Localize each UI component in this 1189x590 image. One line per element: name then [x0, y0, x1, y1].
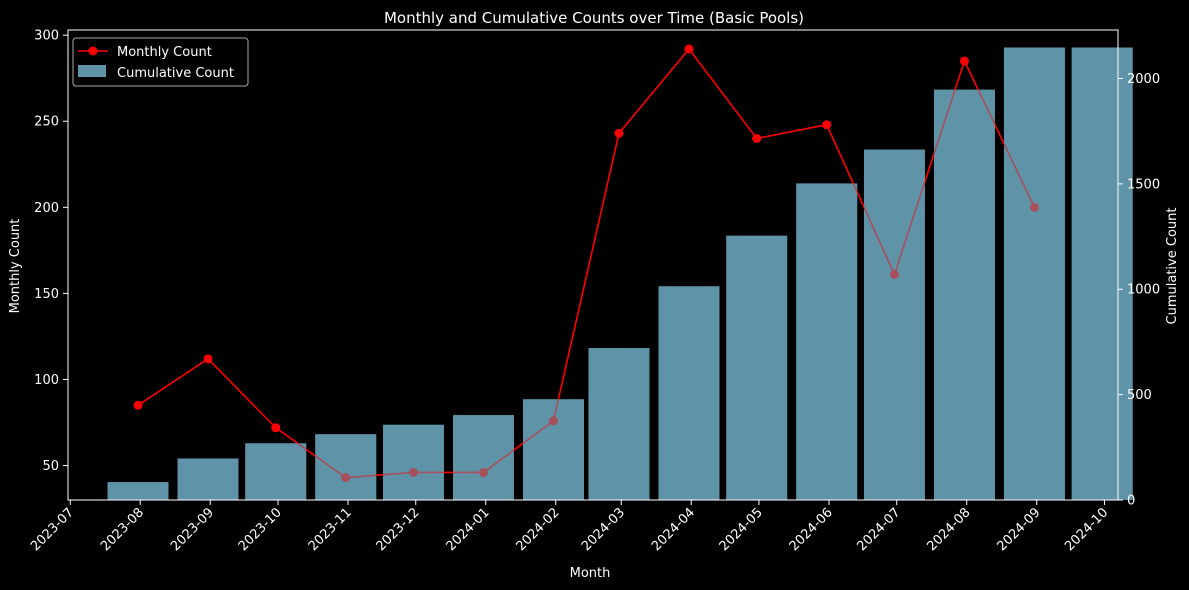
y-left-tick-label: 250 — [34, 115, 59, 130]
x-tick-label: 2024-08 — [925, 505, 974, 554]
x-tick-label: 2023-12 — [374, 505, 423, 554]
x-tick-label: 2024-07 — [855, 505, 904, 554]
cumulative-bar-overlay — [796, 183, 858, 500]
x-tick-label: 2024-02 — [514, 505, 563, 554]
line-series — [107, 44, 1133, 500]
x-tick-label: 2024-04 — [649, 505, 698, 554]
x-tick-label: 2023-11 — [306, 505, 355, 554]
y-left-tick-label: 50 — [42, 459, 59, 474]
cumulative-bar-overlay — [588, 348, 650, 500]
bar-overlay — [107, 47, 1133, 500]
legend-label-cumulative: Cumulative Count — [117, 66, 234, 81]
monthly-count-point — [752, 133, 762, 143]
monthly-count-point — [271, 423, 281, 433]
y-left-axis-label: Monthly Count — [8, 219, 23, 314]
legend-label-monthly: Monthly Count — [117, 45, 212, 60]
legend: Monthly Count Cumulative Count — [72, 37, 249, 87]
chart-title: Monthly and Cumulative Counts over Time … — [384, 9, 804, 27]
cumulative-bar-overlay — [658, 286, 720, 500]
legend-frame — [72, 37, 249, 87]
cumulative-bar-overlay — [726, 235, 788, 500]
cumulative-bar-overlay — [245, 443, 307, 500]
legend-marker-swatch — [88, 46, 98, 56]
x-tick-label: 2023-09 — [168, 505, 217, 554]
x-tick-label: 2023-10 — [236, 505, 285, 554]
y-right-axis-label: Cumulative Count — [1165, 208, 1180, 325]
y-left-tick-label: 200 — [34, 201, 59, 216]
cumulative-bar-overlay — [453, 415, 514, 500]
monthly-count-point — [822, 120, 832, 130]
x-tick-label: 2023-07 — [28, 505, 77, 554]
cumulative-bar-overlay — [107, 482, 169, 500]
x-tick-label: 2024-01 — [444, 505, 493, 554]
axes — [67, 29, 1119, 501]
cumulative-bar-overlay — [1071, 47, 1133, 500]
monthly-count-point — [203, 354, 213, 364]
x-tick-label: 2024-05 — [717, 505, 766, 554]
x-tick-label: 2024-10 — [1062, 505, 1111, 554]
monthly-count-point — [614, 128, 624, 138]
x-tick-label: 2024-06 — [787, 505, 836, 554]
x-axis-label: Month — [570, 566, 611, 581]
cumulative-bar-overlay — [863, 149, 925, 500]
y-left-axis-ticks: 50 100 150 200 250 300 — [34, 29, 68, 474]
x-axis-ticks: 2023-07 2023-08 2023-09 2023-10 2023-11 2023-… — [28, 500, 1111, 554]
x-tick-label: 2024-09 — [995, 505, 1044, 554]
cumulative-bar-overlay — [383, 424, 444, 500]
legend-bar-swatch — [78, 65, 106, 77]
y-right-axis-ticks: 0 500 1000 1500 2000 — [1118, 72, 1160, 509]
y-right-tick-label: 0 — [1127, 494, 1135, 509]
cumulative-bar-overlay — [933, 89, 995, 500]
monthly-count-point — [133, 400, 143, 410]
cumulative-bar-overlay — [177, 458, 239, 500]
y-right-tick-label: 2000 — [1127, 72, 1160, 87]
x-tick-label: 2024-03 — [579, 505, 628, 554]
cumulative-bar-overlay — [523, 399, 584, 500]
y-left-tick-label: 300 — [34, 29, 59, 44]
plot-frame — [67, 29, 1119, 501]
y-right-tick-label: 500 — [1127, 388, 1152, 403]
y-right-tick-label: 1000 — [1127, 283, 1160, 298]
y-left-tick-label: 150 — [34, 287, 59, 302]
y-right-tick-label: 1500 — [1127, 177, 1160, 192]
cumulative-bar-overlay — [315, 434, 377, 500]
cumulative-bar-overlay — [1003, 47, 1065, 500]
monthly-count-point — [684, 44, 694, 54]
monthly-count-point — [959, 56, 969, 66]
x-tick-label: 2023-08 — [98, 505, 147, 554]
y-left-tick-label: 100 — [34, 373, 59, 388]
